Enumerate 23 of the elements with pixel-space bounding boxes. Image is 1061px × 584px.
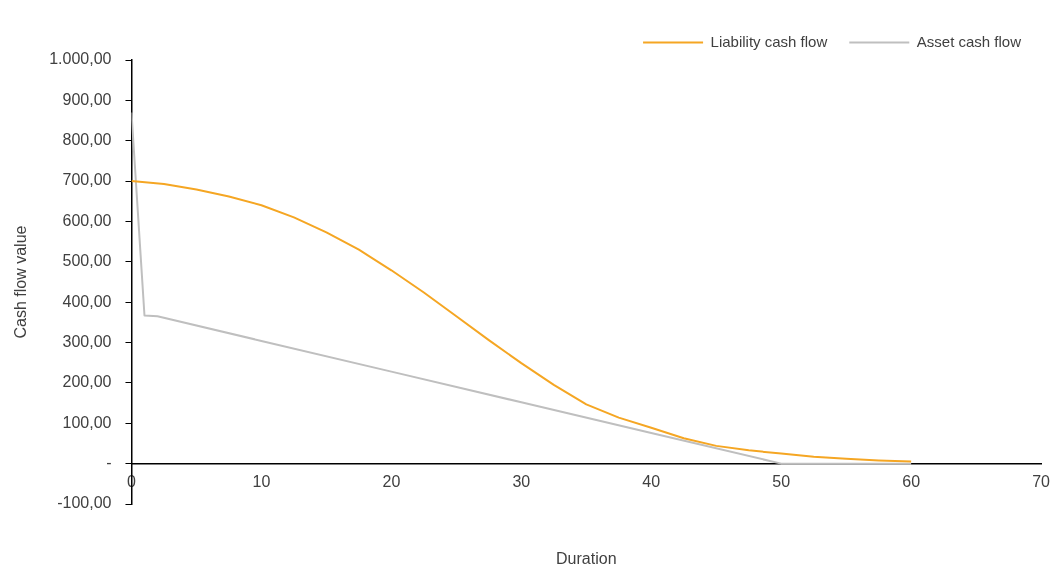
y-tick-label: 300,00 (62, 332, 112, 350)
x-tick-label: 70 (1032, 472, 1051, 490)
y-tick-label: -100,00 (57, 494, 112, 512)
x-tick-label: 60 (902, 472, 921, 490)
y-tick-label: 900,00 (62, 90, 112, 108)
legend-label: Asset cash flow (916, 32, 1022, 50)
x-tick-label: 50 (772, 472, 791, 490)
legend-label: Liability cash flow (710, 32, 828, 50)
y-tick-label: - (106, 454, 112, 472)
x-tick-label: 30 (512, 472, 531, 490)
y-tick-label: 200,00 (62, 373, 112, 391)
y-axis-title: Cash flow value (12, 225, 30, 339)
x-tick-label: 40 (642, 472, 661, 490)
y-tick-label: 400,00 (62, 292, 112, 310)
y-tick-label: 500,00 (62, 252, 112, 270)
y-tick-label: 1.000,00 (49, 50, 112, 68)
x-axis-title: Duration (556, 549, 617, 567)
y-tick-label: 100,00 (62, 413, 112, 431)
x-tick-label: 20 (382, 472, 401, 490)
x-tick-label: 10 (252, 472, 271, 490)
y-tick-label: 600,00 (62, 211, 112, 229)
y-tick-label: 800,00 (62, 131, 112, 149)
y-tick-label: 700,00 (62, 171, 112, 189)
